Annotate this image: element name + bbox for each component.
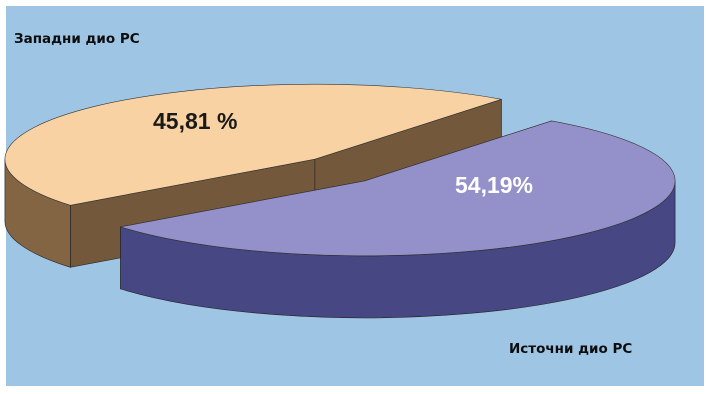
category-label-west: Западни дио РС	[14, 31, 140, 47]
pie-slice-east	[120, 120, 676, 257]
pie-slice-west	[4, 83, 502, 206]
value-label-east: 54,19%	[455, 172, 534, 198]
category-label-east: Источни дио РС	[509, 341, 633, 357]
value-label-west: 45,81 %	[153, 108, 238, 134]
